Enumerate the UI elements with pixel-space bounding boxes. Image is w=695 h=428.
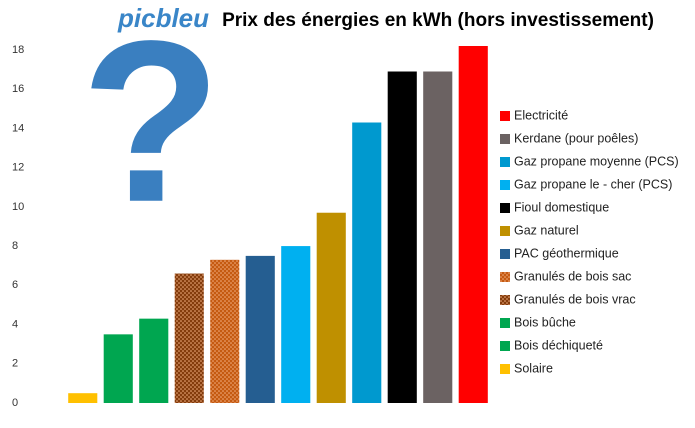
chart-title: Prix des énergies en kWh (hors investiss… bbox=[222, 10, 654, 31]
legend-label: Gaz propane moyenne (PCS) bbox=[514, 154, 679, 168]
bar bbox=[423, 71, 453, 403]
legend-swatch bbox=[500, 134, 510, 144]
legend-label: Solaire bbox=[514, 361, 553, 375]
legend-swatch bbox=[500, 364, 510, 374]
bar bbox=[281, 246, 311, 403]
y-tick-label: 2 bbox=[12, 358, 18, 370]
bar bbox=[174, 273, 204, 403]
legend-swatch bbox=[500, 249, 510, 259]
legend-swatch bbox=[500, 341, 510, 351]
y-tick-label: 18 bbox=[12, 44, 24, 56]
bar bbox=[68, 393, 98, 403]
legend-label: Granulés de bois sac bbox=[514, 269, 631, 283]
legend-swatch bbox=[500, 295, 510, 305]
y-tick-label: 14 bbox=[12, 122, 24, 134]
y-tick-label: 10 bbox=[12, 201, 24, 213]
legend-label: Gaz propane le - cher (PCS) bbox=[514, 177, 672, 191]
legend-label: Bois bûche bbox=[514, 315, 576, 329]
y-tick-label: 0 bbox=[12, 397, 18, 409]
bar bbox=[245, 255, 275, 403]
bar bbox=[352, 122, 382, 403]
y-tick-label: 8 bbox=[12, 240, 18, 252]
legend-swatch bbox=[500, 111, 510, 121]
legend-swatch bbox=[500, 226, 510, 236]
bar bbox=[210, 259, 240, 403]
legend-label: Bois déchiqueté bbox=[514, 338, 603, 352]
logo: picbleu bbox=[117, 3, 209, 33]
bar bbox=[458, 46, 488, 403]
legend-swatch bbox=[500, 157, 510, 167]
legend-label: Fioul domestique bbox=[514, 200, 609, 214]
legend-label: PAC géothermique bbox=[514, 246, 619, 260]
y-tick-label: 4 bbox=[12, 318, 18, 330]
legend-swatch bbox=[500, 180, 510, 190]
bar bbox=[387, 71, 417, 403]
legend-label: Kerdane (pour poêles) bbox=[514, 131, 638, 145]
legend-swatch bbox=[500, 203, 510, 213]
legend-label: Gaz naturel bbox=[514, 223, 579, 237]
bar bbox=[103, 334, 133, 403]
y-tick-label: 12 bbox=[12, 162, 24, 174]
bar bbox=[316, 212, 346, 403]
legend-label: Granulés de bois vrac bbox=[514, 292, 636, 306]
question-mark: ? bbox=[81, 0, 222, 250]
legend-swatch bbox=[500, 318, 510, 328]
legend-swatch bbox=[500, 272, 510, 282]
y-tick-label: 6 bbox=[12, 279, 18, 291]
legend-label: Electricité bbox=[514, 108, 568, 122]
bar bbox=[139, 318, 169, 403]
y-tick-label: 16 bbox=[12, 83, 24, 95]
